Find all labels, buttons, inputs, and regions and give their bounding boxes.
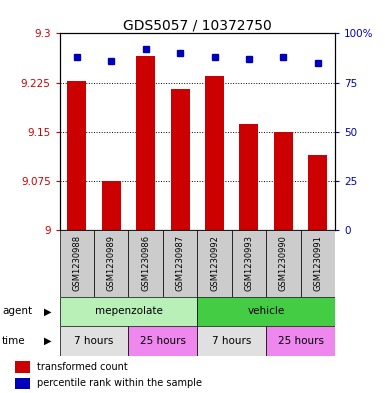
- Bar: [171, 89, 189, 230]
- Text: GSM1230989: GSM1230989: [107, 235, 116, 291]
- Text: GSM1230993: GSM1230993: [244, 235, 253, 291]
- FancyBboxPatch shape: [60, 230, 94, 297]
- Text: GSM1230992: GSM1230992: [210, 235, 219, 291]
- FancyBboxPatch shape: [60, 326, 129, 356]
- Bar: [205, 76, 224, 230]
- Bar: [15, 361, 30, 373]
- Bar: [239, 124, 258, 230]
- Text: agent: agent: [2, 307, 32, 316]
- Text: GSM1230986: GSM1230986: [141, 235, 150, 291]
- FancyBboxPatch shape: [266, 326, 335, 356]
- Text: GSM1230987: GSM1230987: [176, 235, 185, 291]
- Text: 25 hours: 25 hours: [140, 336, 186, 346]
- FancyBboxPatch shape: [60, 297, 197, 326]
- FancyBboxPatch shape: [129, 230, 163, 297]
- Text: GSM1230988: GSM1230988: [72, 235, 81, 291]
- Text: ▶: ▶: [44, 307, 52, 316]
- Bar: [274, 132, 293, 230]
- Bar: [15, 378, 30, 389]
- Text: ▶: ▶: [44, 336, 52, 346]
- Text: mepenzolate: mepenzolate: [95, 307, 162, 316]
- Bar: [67, 81, 86, 230]
- Text: percentile rank within the sample: percentile rank within the sample: [37, 378, 202, 388]
- Text: 7 hours: 7 hours: [74, 336, 114, 346]
- Bar: [308, 154, 327, 230]
- Text: time: time: [2, 336, 25, 346]
- Bar: [136, 56, 155, 230]
- FancyBboxPatch shape: [163, 230, 197, 297]
- Text: transformed count: transformed count: [37, 362, 128, 372]
- FancyBboxPatch shape: [197, 326, 266, 356]
- Text: vehicle: vehicle: [248, 307, 285, 316]
- FancyBboxPatch shape: [301, 230, 335, 297]
- Text: GSM1230990: GSM1230990: [279, 235, 288, 291]
- FancyBboxPatch shape: [197, 230, 232, 297]
- FancyBboxPatch shape: [197, 297, 335, 326]
- Bar: [102, 181, 121, 230]
- FancyBboxPatch shape: [232, 230, 266, 297]
- FancyBboxPatch shape: [94, 230, 129, 297]
- Text: 7 hours: 7 hours: [212, 336, 251, 346]
- Text: 25 hours: 25 hours: [278, 336, 323, 346]
- Title: GDS5057 / 10372750: GDS5057 / 10372750: [123, 18, 272, 32]
- FancyBboxPatch shape: [129, 326, 197, 356]
- Text: GSM1230991: GSM1230991: [313, 235, 322, 291]
- FancyBboxPatch shape: [266, 230, 301, 297]
